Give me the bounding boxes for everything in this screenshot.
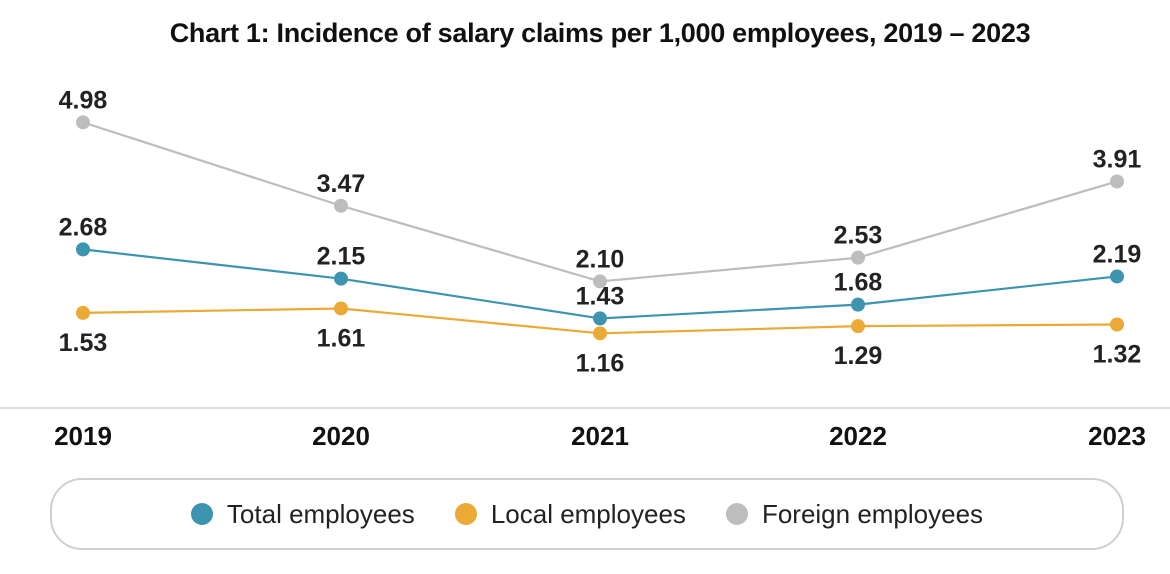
- data-point: [593, 274, 607, 289]
- data-label: 1.53: [59, 329, 108, 357]
- x-tick-label: 2022: [829, 421, 887, 451]
- line-chart: 2019 2020 2021 2022 2023 4.98 3.47 2.10 2.53 3.91…: [0, 86, 1170, 451]
- data-label: 2.53: [834, 222, 883, 250]
- data-point: [593, 326, 607, 341]
- data-label: 3.91: [1093, 145, 1142, 173]
- legend-label: Foreign employees: [761, 498, 984, 529]
- legend-label: Total employees: [226, 498, 415, 529]
- data-point: [76, 305, 90, 320]
- legend-item: Foreign employees: [725, 498, 984, 530]
- data-point: [334, 198, 348, 213]
- data-point: [76, 115, 90, 130]
- data-point: [1110, 317, 1124, 332]
- data-label: 1.43: [576, 282, 625, 310]
- data-label: 1.29: [834, 342, 883, 370]
- legend-item: Total employees: [190, 498, 415, 530]
- data-label: 1.32: [1093, 340, 1142, 368]
- legend-item: Local employees: [454, 498, 686, 530]
- data-label: 2.19: [1093, 240, 1142, 268]
- chart-title: Chart 1: Incidence of salary claims per …: [169, 18, 1031, 48]
- x-tick-label: 2023: [1088, 421, 1146, 451]
- x-tick-label: 2019: [54, 421, 112, 451]
- data-label: 2.68: [59, 213, 108, 241]
- x-tick-label: 2021: [571, 421, 629, 451]
- data-label: 2.10: [576, 245, 625, 273]
- data-point: [851, 297, 865, 312]
- x-tick-label: 2020: [312, 421, 370, 451]
- data-point: [76, 242, 90, 257]
- data-label: 1.61: [317, 324, 366, 352]
- data-point: [1110, 269, 1124, 284]
- data-point: [334, 271, 348, 286]
- data-label: 1.16: [576, 349, 625, 377]
- legend-label: Local employees: [490, 498, 686, 529]
- data-point: [851, 319, 865, 334]
- legend-marker: [725, 503, 748, 525]
- data-point: [334, 301, 348, 316]
- data-label: 1.68: [834, 269, 883, 297]
- chart-legend: Total employees Local employees Foreign em…: [50, 478, 1124, 550]
- data-point: [1110, 174, 1124, 189]
- data-label: 3.47: [317, 170, 366, 198]
- data-point: [851, 250, 865, 265]
- data-label: 2.15: [317, 243, 366, 271]
- data-label: 4.98: [59, 86, 108, 114]
- legend-marker: [190, 503, 213, 525]
- legend-marker: [454, 503, 477, 525]
- data-point: [593, 311, 607, 326]
